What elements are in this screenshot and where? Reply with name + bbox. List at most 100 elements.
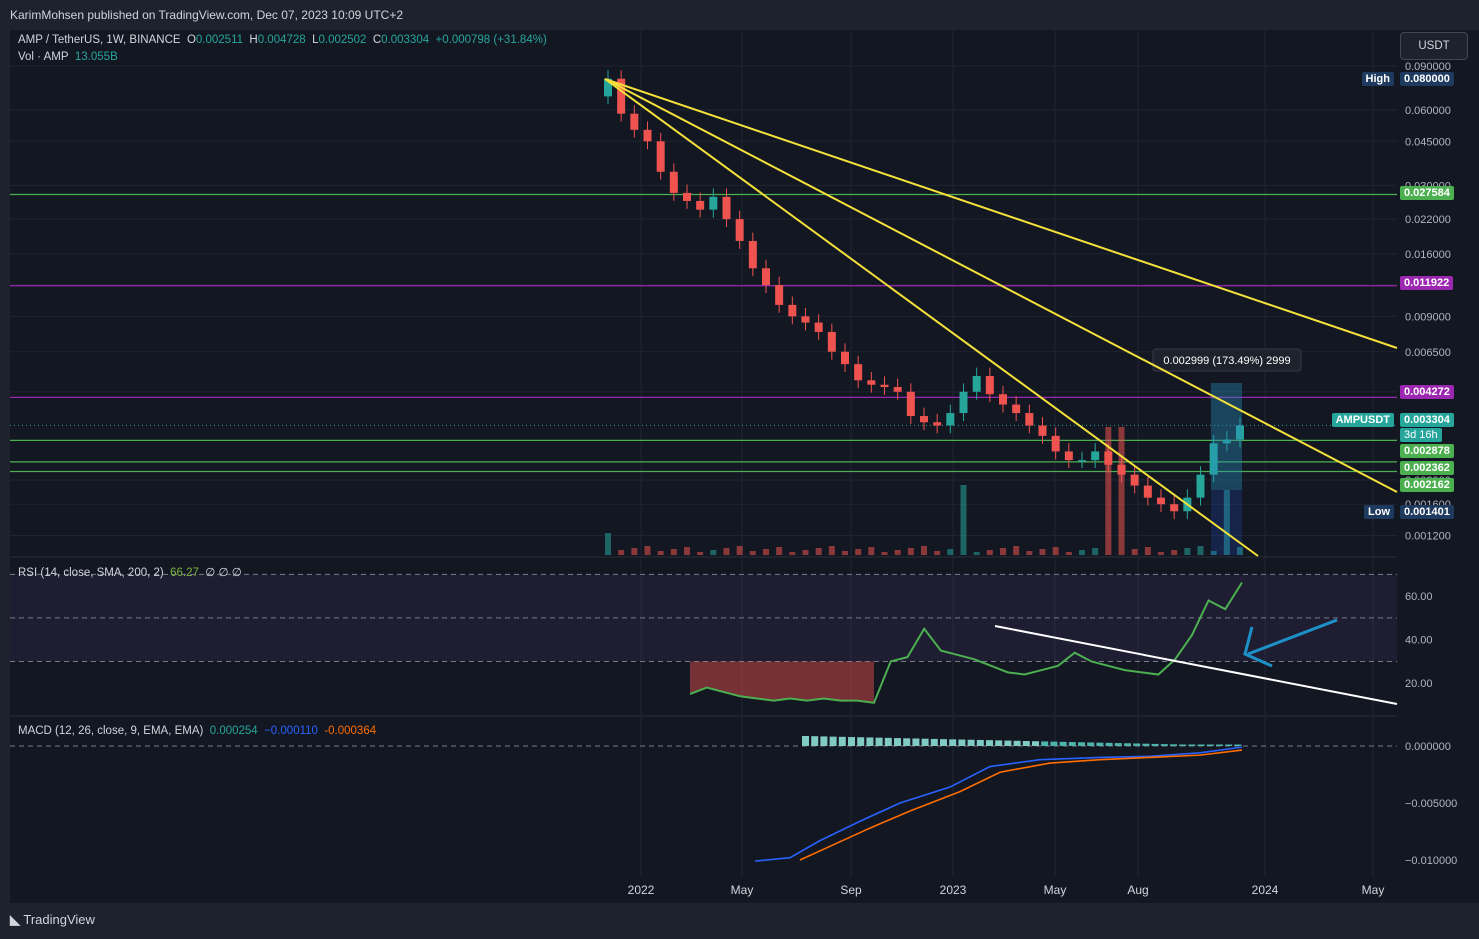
volume-bar [1144,547,1151,555]
macd-histogram-bar [1013,740,1021,746]
volume-bar [1237,547,1243,555]
time-label: May [731,883,754,897]
macd-signal-value: -0.000364 [324,725,377,737]
macd-histogram-bar [1124,743,1131,746]
price-tag[interactable]: 0.002162 [1400,478,1454,492]
price-tag[interactable]: 0.027584 [1400,186,1454,200]
macd-histogram-bar [1151,743,1159,746]
price-tag-label: High [1361,72,1394,86]
macd-tick-label: −0.010000 [1405,855,1457,867]
volume-bar [907,548,914,555]
macd-histogram-bar [930,738,938,746]
trendline-lower [604,78,1259,557]
macd-histogram-bar [1032,741,1039,746]
volume-bar [1171,550,1178,555]
close-label: C [372,34,382,46]
candle-body [933,422,942,426]
price-tick-label: 0.060000 [1405,105,1451,117]
volume-bar [618,550,625,555]
tradingview-logo-icon: ◣ [10,912,20,927]
time-label: Sep [840,883,862,897]
symbol-title[interactable]: AMP / TetherUS, 1W, BINANCE [18,34,181,46]
volume-bar [697,552,704,555]
rsi-oversold-fill [690,661,874,703]
volume-label[interactable]: Vol · AMP [18,51,69,63]
time-label: 2022 [628,883,655,897]
low-label: L [312,34,319,46]
candle-body [643,129,652,142]
candle-body [762,268,770,286]
change-value: +0.000798 (+31.84%) [435,34,547,46]
macd-title[interactable]: MACD (12, 26, close, 9, EMA, EMA) [18,725,204,737]
volume-bar [1131,549,1138,555]
tradingview-logo[interactable]: ◣ TradingView [10,912,95,928]
volume-bar [605,533,611,555]
volume-bar [868,547,875,555]
candle-body [1025,413,1034,426]
volume-bar [1000,548,1006,555]
price-tag[interactable]: 0.004272 [1400,385,1454,399]
candle-body [1170,504,1179,512]
volume-bar [1184,548,1191,555]
candle-body [1130,474,1139,486]
candle-body [1091,451,1100,461]
price-tag-label: Low [1364,505,1394,519]
time-label: May [1362,883,1385,897]
macd-histogram-bar [1078,742,1085,746]
candle-body [814,322,823,332]
volume-bar [1105,427,1112,555]
candle-body [1236,425,1244,440]
macd-histogram-bar [1179,744,1187,746]
price-tag[interactable]: 0.003304 [1400,413,1454,427]
macd-histogram-bar [1206,744,1214,746]
volume-bar [657,551,664,555]
macd-histogram-bar [1133,743,1141,746]
price-tag[interactable]: 0.011922 [1400,276,1454,290]
price-tag[interactable]: 0.002362 [1400,461,1454,475]
macd-histogram-bar [995,740,1003,746]
open-label: O [186,34,196,46]
price-tag[interactable]: 0.001401 [1400,505,1454,519]
candle-body [1222,439,1231,444]
price-tick-label: 0.090000 [1405,61,1451,73]
rsi-title[interactable]: RSI (14, close, SMA, 200, 2) [18,567,164,579]
candle-body [722,196,731,220]
bar-countdown: 3d 16h [1400,428,1442,442]
volume-value: 13.055B [74,51,118,63]
volume-bar [973,552,980,555]
currency-button[interactable]: USDT [1400,32,1468,60]
macd-histogram-bar [848,737,855,746]
time-label: Aug [1127,883,1148,897]
candle-body [867,380,876,385]
volume-bar [855,549,862,555]
candle-body [1157,497,1165,505]
macd-histogram-bar [1068,742,1076,746]
candle-body [801,316,810,323]
macd-histogram-bar [912,738,920,746]
macd-histogram-bar [866,737,874,746]
rsi-trendline [994,625,1398,705]
volume-bar [763,549,769,555]
macd-histogram-bar [1197,744,1205,746]
volume-bar [1065,552,1072,555]
volume-bar [1092,548,1099,555]
rsi-tick-label: 60.00 [1405,591,1433,603]
macd-histogram-bar [884,737,892,746]
candle-body [920,416,928,423]
macd-histogram-bar [857,737,865,746]
price-tag[interactable]: 0.080000 [1400,72,1454,86]
volume-bar [828,546,835,555]
volume-bar [960,485,967,555]
candle-body [1064,451,1073,461]
macd-histogram-bar [1022,741,1030,746]
macd-histogram-bar [1105,742,1113,746]
candle-body [985,376,994,395]
macd-tick-label: 0.000000 [1405,741,1451,753]
macd-histogram-bar [1142,743,1150,746]
macd-histogram-bar [1096,742,1104,746]
macd-histogram-bar [1114,743,1122,746]
macd-tick-label: −0.005000 [1405,798,1457,810]
candle-body [748,240,757,269]
price-tag[interactable]: 0.002878 [1400,444,1454,458]
